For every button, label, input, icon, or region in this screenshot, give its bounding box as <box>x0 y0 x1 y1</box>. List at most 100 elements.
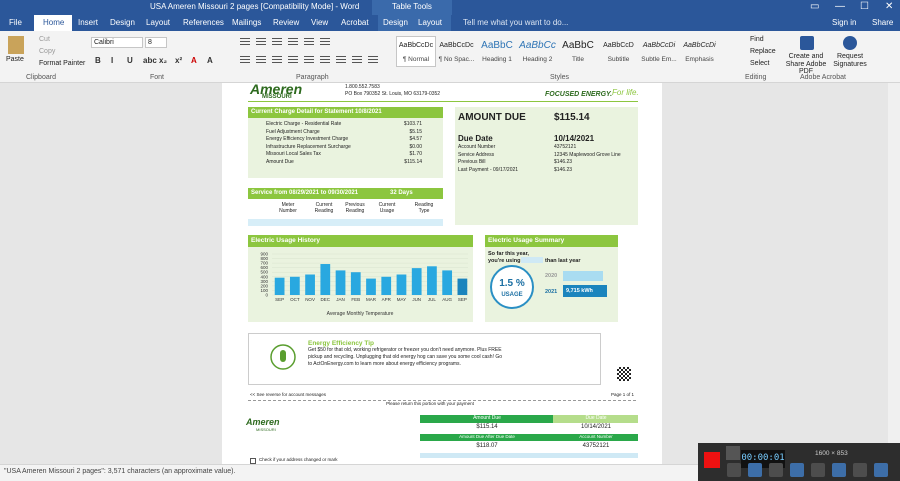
paragraph-button <box>304 38 314 46</box>
account-label: Last Payment - 09/17/2021 <box>458 166 519 173</box>
meter-column-header: Meter Number <box>279 202 297 214</box>
ribbon-tab[interactable]: Mailings <box>232 18 262 27</box>
stub-late-header <box>420 434 553 441</box>
account-label: Previous Bill <box>458 159 486 165</box>
font-format-button[interactable]: A <box>207 56 213 65</box>
charge-label: Fuel Adjustment Charge <box>266 128 320 135</box>
account-label: Service Address <box>458 151 495 158</box>
recorder-tool <box>853 463 867 477</box>
style-name[interactable]: ¶ Normal <box>402 56 430 63</box>
style-preview[interactable]: AaBbCcDi <box>642 42 676 49</box>
sign-in[interactable]: Sign in <box>832 18 857 27</box>
style-name[interactable]: Title <box>571 56 585 63</box>
font-format-button[interactable]: B <box>95 56 101 65</box>
window-control[interactable]: ▭ <box>810 1 820 12</box>
account-value: $146.23 <box>554 166 573 173</box>
paragraph-button <box>288 38 298 46</box>
slogan-tail: For life. <box>612 88 639 97</box>
group-label: Clipboard <box>26 74 56 81</box>
recorder-tool <box>874 463 888 477</box>
ribbon-tab[interactable]: Design <box>383 18 408 27</box>
usage-history-body <box>248 247 473 322</box>
ribbon-tab[interactable]: Layout <box>146 18 171 27</box>
style-name[interactable]: Subtitle <box>607 56 630 63</box>
paragraph-button <box>320 56 330 64</box>
font-format-button[interactable]: x₂ <box>159 56 168 65</box>
font-format-button[interactable]: A <box>191 56 197 65</box>
request-signatures-button[interactable]: Request Signatures <box>833 53 867 68</box>
ribbon-tab[interactable]: Home <box>43 18 65 27</box>
ribbon-tab[interactable]: View <box>311 18 329 27</box>
tell-me-box[interactable]: Tell me what you want to do... <box>463 18 569 27</box>
service-days: 32 Days <box>390 190 413 196</box>
create-pdf-button[interactable]: Create and Share Adobe PDF <box>785 53 827 76</box>
charge-amount: $1.70 <box>409 151 422 157</box>
account-value: $146.23 <box>554 159 573 165</box>
find-button[interactable]: Find <box>750 36 764 43</box>
year-label: 2020 <box>545 273 558 279</box>
stub-amount-header <box>420 415 553 423</box>
style-preview[interactable]: AaBbC <box>562 40 594 51</box>
style-name[interactable]: ¶ No Spac... <box>438 56 475 63</box>
cut-button[interactable]: Cut <box>39 36 50 43</box>
usage-2021-bar <box>563 285 607 297</box>
qr-code <box>617 367 631 381</box>
replace-button[interactable]: Replace <box>750 48 776 55</box>
style-preview[interactable]: AaBbCc <box>519 40 556 51</box>
slogan: FOCUSED ENERGY. <box>545 91 613 98</box>
window-control[interactable]: — <box>835 1 845 12</box>
stub-region: MISSOURI <box>256 427 276 432</box>
style-preview[interactable]: AaBbC <box>481 40 513 51</box>
stub-label: Amount Due After Due Date <box>459 434 515 439</box>
style-preview[interactable]: AaBbCcDc <box>398 42 434 49</box>
recorder-tool <box>790 463 804 477</box>
window-control[interactable]: ☐ <box>860 1 869 12</box>
window-control[interactable]: ✕ <box>885 1 894 12</box>
style-name[interactable]: Emphasis <box>685 56 714 63</box>
usage-history-title: Electric Usage History <box>251 237 321 244</box>
ribbon-tab[interactable]: Insert <box>78 18 99 27</box>
meter-column-header: Current Usage <box>378 202 396 214</box>
recorder-tool <box>748 463 762 477</box>
copy-button[interactable]: Copy <box>39 48 56 55</box>
ribbon-tab[interactable]: Design <box>110 18 135 27</box>
style-name[interactable]: Heading 2 <box>522 56 553 63</box>
style-preview[interactable]: AaBbCcDi <box>683 42 716 49</box>
font-format-button[interactable]: I <box>111 56 114 65</box>
ribbon-tab[interactable]: Review <box>273 18 300 27</box>
stub-value: 43752121 <box>582 443 610 449</box>
address-check-label: Check if your address changed or mark <box>259 457 338 462</box>
charge-amount: $0.00 <box>409 143 422 150</box>
font-format-button[interactable]: abc <box>143 56 157 65</box>
style-name[interactable]: Subtle Em... <box>641 56 677 63</box>
font-format-button[interactable]: U <box>127 56 133 65</box>
font-size[interactable]: 8 <box>148 39 152 46</box>
summary-text: you're using <box>488 258 521 264</box>
font-format-button[interactable]: x² <box>175 56 183 65</box>
paragraph-button <box>256 56 266 64</box>
amount-due: $115.14 <box>554 112 590 123</box>
paste-button[interactable]: Paste <box>6 56 24 63</box>
summary-text: than last year <box>545 258 581 264</box>
paragraph-button <box>368 56 378 64</box>
share-button[interactable]: Share <box>872 18 894 27</box>
scrollbar <box>888 83 900 464</box>
paragraph-button <box>240 38 250 46</box>
font-name[interactable]: Calibri <box>94 39 114 46</box>
tip-text: Get $50 for that old, working refrigerat… <box>308 347 502 353</box>
select-button[interactable]: Select <box>750 60 770 67</box>
ribbon-tab[interactable]: File <box>9 18 22 27</box>
ribbon-tab[interactable]: References <box>183 18 224 27</box>
group-label: Editing <box>745 74 767 81</box>
ribbon-tab[interactable]: Acrobat <box>341 18 369 27</box>
style-preview[interactable]: AaBbCcDc <box>439 42 474 49</box>
ribbon-tab[interactable]: Layout <box>418 18 443 27</box>
format-painter-button[interactable]: Format Painter <box>39 60 86 67</box>
font-size-box <box>145 37 167 48</box>
service-header <box>248 188 443 199</box>
style-name[interactable]: Heading 1 <box>482 56 512 63</box>
charges-title: Current Charge Detail for Statement 10/8… <box>251 109 382 115</box>
stub-account-header <box>553 434 638 441</box>
font-name-box <box>91 37 143 48</box>
style-preview[interactable]: AaBbCcD <box>603 42 634 49</box>
